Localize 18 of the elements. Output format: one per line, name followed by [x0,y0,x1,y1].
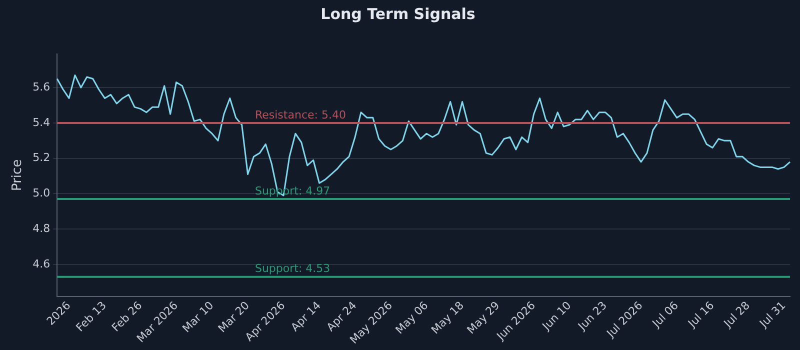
x-tick-label: Feb 13 [74,298,109,334]
x-tick-label: Jul 31 [756,298,788,331]
ref-line-label: Support: 4.53 [254,262,330,276]
y-tick-label: 5.6 [32,80,50,94]
y-tick-label: 5.4 [32,116,50,129]
y-tick-label: 5.0 [32,186,50,200]
y-axis-title: Price [10,159,26,192]
x-tick-label: Jul 06 [649,298,681,331]
x-tick-label: Jul 28 [720,298,752,331]
y-tick-label: 4.6 [32,257,50,270]
chart-title: Long Term Signals [320,4,476,23]
x-tick-label: Apr 14 [288,298,324,334]
x-tick-label: Jul 16 [685,298,717,331]
y-tick-label: 5.2 [32,151,50,164]
x-tick-label: Jun 10 [539,298,574,334]
y-tick-label: 4.8 [32,222,50,235]
x-tick-label: Mar 10 [180,298,216,336]
ref-line-label: Resistance: 5.40 [254,108,346,122]
